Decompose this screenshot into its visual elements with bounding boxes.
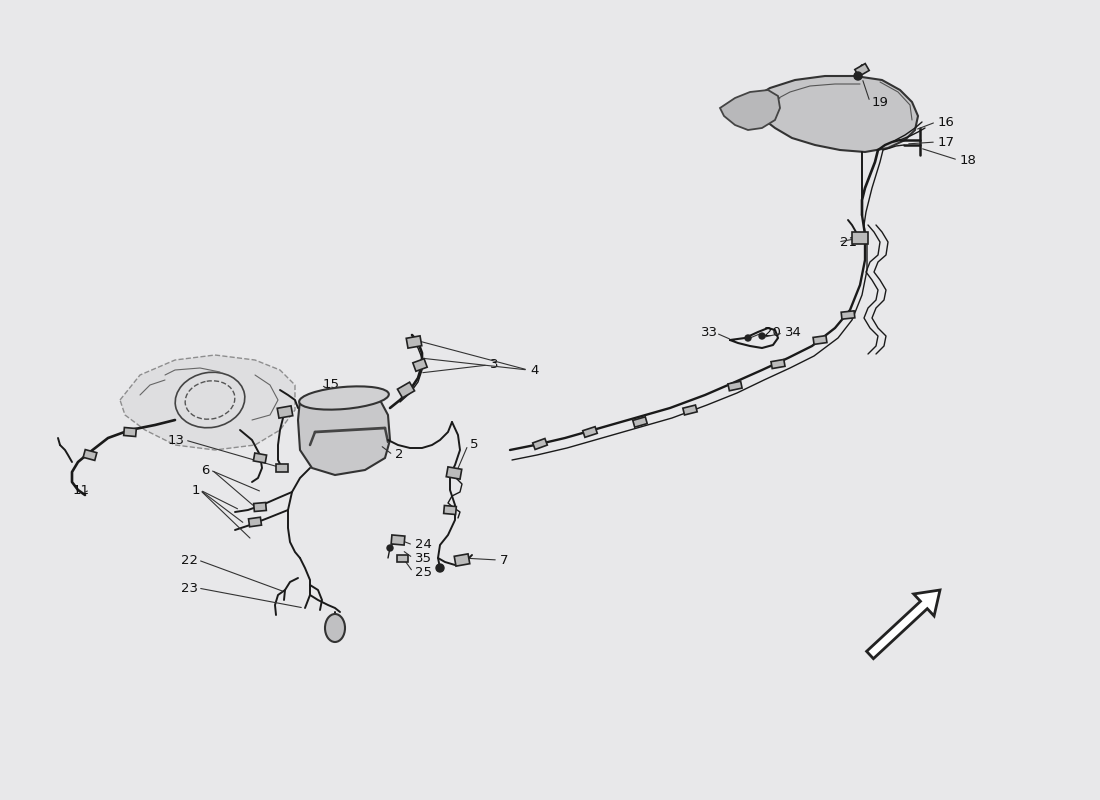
Text: 25: 25 xyxy=(415,566,432,578)
Text: 19: 19 xyxy=(872,95,889,109)
FancyBboxPatch shape xyxy=(852,232,868,244)
FancyBboxPatch shape xyxy=(253,453,266,463)
Text: 16: 16 xyxy=(938,115,955,129)
FancyBboxPatch shape xyxy=(84,450,97,461)
FancyBboxPatch shape xyxy=(855,63,869,77)
FancyBboxPatch shape xyxy=(728,382,743,390)
Text: 22: 22 xyxy=(182,554,198,566)
Text: 3: 3 xyxy=(490,358,498,371)
FancyBboxPatch shape xyxy=(406,336,421,348)
FancyBboxPatch shape xyxy=(397,382,415,398)
Polygon shape xyxy=(298,392,390,475)
Text: 13: 13 xyxy=(168,434,185,446)
FancyBboxPatch shape xyxy=(276,464,288,472)
FancyBboxPatch shape xyxy=(583,426,597,438)
FancyBboxPatch shape xyxy=(683,405,697,415)
Text: 4: 4 xyxy=(530,363,538,377)
FancyBboxPatch shape xyxy=(396,554,407,562)
Text: 24: 24 xyxy=(415,538,432,551)
Text: 5: 5 xyxy=(470,438,478,451)
FancyBboxPatch shape xyxy=(254,502,266,511)
Text: 17: 17 xyxy=(938,135,955,149)
FancyBboxPatch shape xyxy=(532,438,548,450)
FancyBboxPatch shape xyxy=(443,506,456,514)
FancyBboxPatch shape xyxy=(412,358,427,371)
Circle shape xyxy=(759,333,764,339)
Polygon shape xyxy=(720,90,780,130)
FancyBboxPatch shape xyxy=(454,554,470,566)
Text: 2: 2 xyxy=(395,449,404,462)
Text: 33: 33 xyxy=(701,326,718,339)
Ellipse shape xyxy=(299,386,388,410)
FancyBboxPatch shape xyxy=(447,467,462,479)
FancyArrow shape xyxy=(867,590,940,658)
Text: 18: 18 xyxy=(960,154,977,166)
Text: 11: 11 xyxy=(73,483,90,497)
Circle shape xyxy=(436,564,444,572)
FancyBboxPatch shape xyxy=(277,406,293,418)
FancyBboxPatch shape xyxy=(842,311,855,319)
Text: 15: 15 xyxy=(323,378,340,391)
Circle shape xyxy=(745,335,751,341)
Polygon shape xyxy=(120,355,295,450)
Text: 23: 23 xyxy=(182,582,198,594)
Ellipse shape xyxy=(324,614,345,642)
Text: 35: 35 xyxy=(415,551,432,565)
FancyBboxPatch shape xyxy=(771,359,785,369)
FancyBboxPatch shape xyxy=(813,336,827,344)
Text: 1: 1 xyxy=(191,483,200,497)
Polygon shape xyxy=(750,76,918,152)
Text: 7: 7 xyxy=(500,554,508,566)
FancyBboxPatch shape xyxy=(123,427,136,437)
FancyBboxPatch shape xyxy=(392,535,405,545)
FancyBboxPatch shape xyxy=(249,518,262,526)
Text: 21: 21 xyxy=(840,235,857,249)
Circle shape xyxy=(387,545,393,551)
Text: 20: 20 xyxy=(764,326,781,339)
Circle shape xyxy=(854,72,862,80)
Text: 6: 6 xyxy=(201,463,210,477)
Text: 34: 34 xyxy=(785,326,802,339)
FancyBboxPatch shape xyxy=(632,417,647,427)
